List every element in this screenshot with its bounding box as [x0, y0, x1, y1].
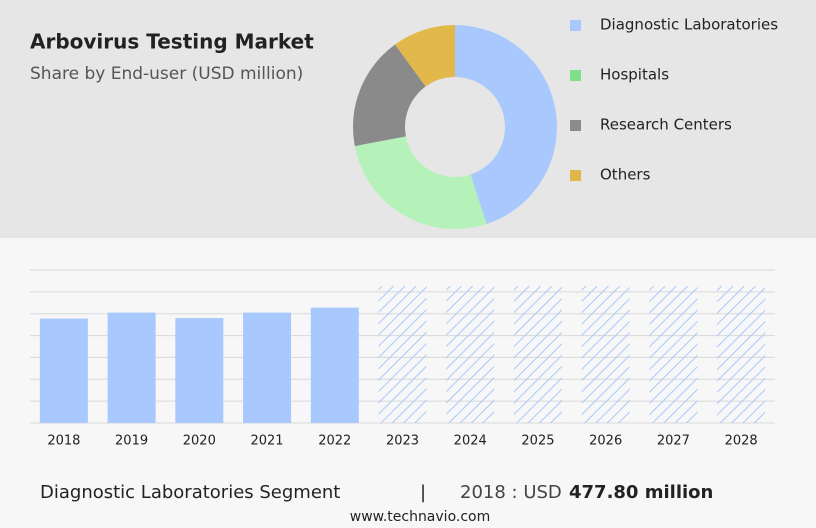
footer-separator: | — [420, 482, 426, 503]
donut-segment — [354, 136, 487, 230]
forecast-bar — [649, 286, 698, 423]
legend-swatch — [570, 170, 581, 181]
x-tick-label: 2024 — [454, 434, 487, 449]
legend-label: Diagnostic Laboratories — [600, 16, 778, 34]
forecast-bar — [378, 286, 427, 423]
x-tick-label: 2025 — [521, 434, 554, 449]
forecast-bar — [581, 286, 630, 423]
x-tick-label: 2023 — [386, 434, 419, 449]
footer-value: 477.80 million — [569, 482, 713, 503]
x-tick-label: 2026 — [589, 434, 622, 449]
x-tick-label: 2018 — [47, 434, 80, 449]
legend-swatch — [570, 70, 581, 81]
legend-label: Research Centers — [600, 116, 732, 134]
forecast-bar — [446, 286, 495, 423]
x-tick-label: 2027 — [657, 434, 690, 449]
chart-subtitle: Share by End-user (USD million) — [30, 64, 303, 84]
x-tick-label: 2028 — [725, 434, 758, 449]
bar — [243, 312, 292, 423]
footer-source: www.technavio.com — [350, 509, 491, 525]
x-tick-label: 2019 — [115, 434, 148, 449]
forecast-bar — [513, 286, 562, 423]
legend-label: Hospitals — [600, 66, 669, 84]
footer-year: 2018 : USD — [460, 482, 562, 503]
donut-segment — [352, 44, 426, 147]
forecast-bar — [717, 286, 766, 423]
legend-swatch — [570, 20, 581, 31]
legend-swatch — [570, 120, 581, 131]
x-tick-label: 2022 — [318, 434, 351, 449]
bar — [310, 307, 359, 423]
x-tick-label: 2021 — [250, 434, 283, 449]
donut-segment — [455, 25, 558, 225]
legend-label: Others — [600, 166, 651, 184]
bar — [39, 318, 88, 423]
bar — [107, 312, 156, 423]
bar — [175, 318, 224, 423]
footer-segment: Diagnostic Laboratories Segment — [40, 482, 340, 503]
donut-segment — [395, 25, 455, 87]
x-tick-label: 2020 — [183, 434, 216, 449]
chart-title: Arbovirus Testing Market — [30, 30, 314, 54]
